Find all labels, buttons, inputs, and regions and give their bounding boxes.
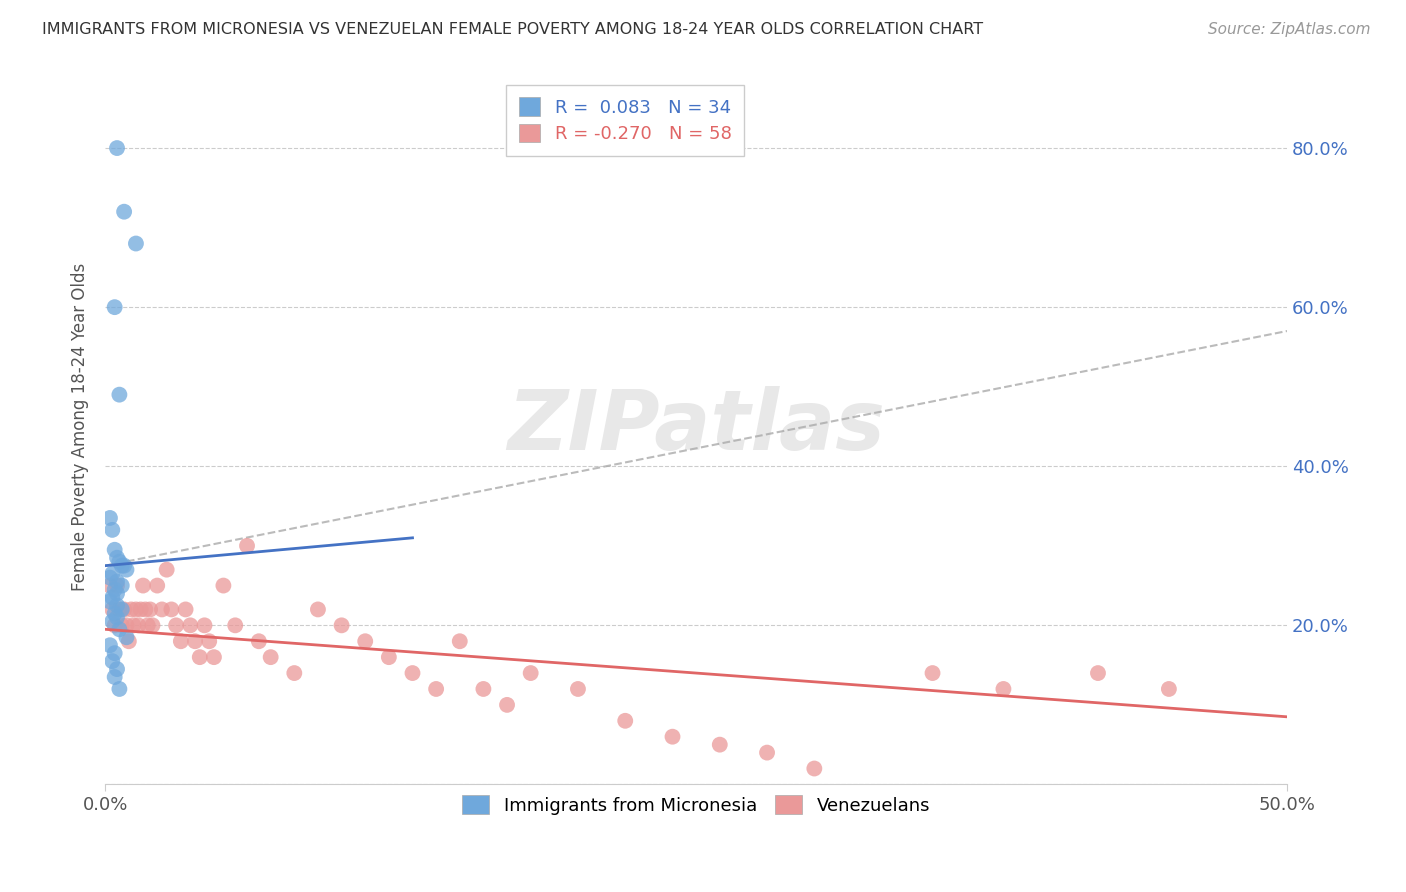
Point bbox=[132, 578, 155, 592]
Point bbox=[378, 650, 401, 665]
Point bbox=[709, 738, 731, 752]
Point bbox=[101, 615, 124, 629]
Point bbox=[179, 618, 201, 632]
Point bbox=[165, 618, 187, 632]
Text: Source: ZipAtlas.com: Source: ZipAtlas.com bbox=[1208, 22, 1371, 37]
Point bbox=[519, 666, 541, 681]
Point bbox=[134, 602, 156, 616]
Point bbox=[108, 602, 131, 616]
Point bbox=[112, 204, 135, 219]
Point bbox=[188, 650, 211, 665]
Point bbox=[115, 618, 138, 632]
Point bbox=[115, 563, 138, 577]
Point bbox=[115, 630, 138, 644]
Point bbox=[330, 618, 353, 632]
Point bbox=[170, 634, 193, 648]
Point bbox=[98, 511, 121, 525]
Point bbox=[101, 591, 124, 605]
Point bbox=[108, 555, 131, 569]
Point bbox=[98, 578, 121, 592]
Point bbox=[105, 586, 128, 600]
Point bbox=[193, 618, 215, 632]
Point bbox=[105, 550, 128, 565]
Point bbox=[105, 578, 128, 592]
Point bbox=[104, 618, 127, 632]
Point bbox=[236, 539, 259, 553]
Point bbox=[614, 714, 637, 728]
Point bbox=[104, 607, 127, 621]
Point bbox=[108, 623, 131, 637]
Text: IMMIGRANTS FROM MICRONESIA VS VENEZUELAN FEMALE POVERTY AMONG 18-24 YEAR OLDS CO: IMMIGRANTS FROM MICRONESIA VS VENEZUELAN… bbox=[42, 22, 983, 37]
Point bbox=[307, 602, 329, 616]
Point bbox=[118, 634, 141, 648]
Point bbox=[756, 746, 779, 760]
Point bbox=[104, 582, 127, 597]
Point bbox=[401, 666, 423, 681]
Point bbox=[156, 563, 179, 577]
Point bbox=[354, 634, 377, 648]
Point bbox=[105, 662, 128, 676]
Point bbox=[993, 681, 1015, 696]
Point bbox=[104, 542, 127, 557]
Point bbox=[127, 618, 149, 632]
Point bbox=[198, 634, 221, 648]
Point bbox=[129, 602, 152, 616]
Point bbox=[111, 618, 134, 632]
Point bbox=[105, 141, 128, 155]
Point bbox=[105, 599, 128, 613]
Text: ZIPatlas: ZIPatlas bbox=[508, 386, 886, 467]
Point bbox=[150, 602, 173, 616]
Point bbox=[108, 387, 131, 401]
Point bbox=[136, 618, 159, 632]
Point bbox=[105, 574, 128, 589]
Point bbox=[425, 681, 447, 696]
Point bbox=[104, 646, 127, 660]
Point bbox=[184, 634, 207, 648]
Point bbox=[112, 602, 135, 616]
Point bbox=[283, 666, 305, 681]
Point bbox=[122, 618, 145, 632]
Point bbox=[125, 236, 148, 251]
Point bbox=[120, 602, 142, 616]
Point bbox=[139, 602, 162, 616]
Point bbox=[1087, 666, 1109, 681]
Point bbox=[101, 523, 124, 537]
Point bbox=[803, 762, 825, 776]
Point bbox=[141, 618, 163, 632]
Point bbox=[160, 602, 183, 616]
Point bbox=[111, 602, 134, 616]
Point bbox=[98, 571, 121, 585]
Point bbox=[112, 558, 135, 573]
Point bbox=[202, 650, 225, 665]
Point bbox=[212, 578, 235, 592]
Point bbox=[146, 578, 169, 592]
Point bbox=[101, 566, 124, 581]
Point bbox=[108, 681, 131, 696]
Point bbox=[449, 634, 471, 648]
Point bbox=[101, 654, 124, 668]
Point bbox=[661, 730, 683, 744]
Point bbox=[247, 634, 270, 648]
Y-axis label: Female Poverty Among 18-24 Year Olds: Female Poverty Among 18-24 Year Olds bbox=[72, 262, 89, 591]
Point bbox=[101, 602, 124, 616]
Point bbox=[567, 681, 589, 696]
Legend: Immigrants from Micronesia, Venezuelans: Immigrants from Micronesia, Venezuelans bbox=[451, 784, 941, 825]
Point bbox=[111, 578, 134, 592]
Point bbox=[111, 558, 134, 573]
Point bbox=[1157, 681, 1180, 696]
Point bbox=[224, 618, 246, 632]
Point bbox=[98, 638, 121, 652]
Point bbox=[105, 610, 128, 624]
Point bbox=[260, 650, 283, 665]
Point bbox=[472, 681, 495, 696]
Point bbox=[496, 698, 519, 712]
Point bbox=[125, 602, 148, 616]
Point bbox=[98, 594, 121, 608]
Point bbox=[921, 666, 943, 681]
Point bbox=[104, 670, 127, 684]
Point bbox=[174, 602, 197, 616]
Point bbox=[104, 300, 127, 314]
